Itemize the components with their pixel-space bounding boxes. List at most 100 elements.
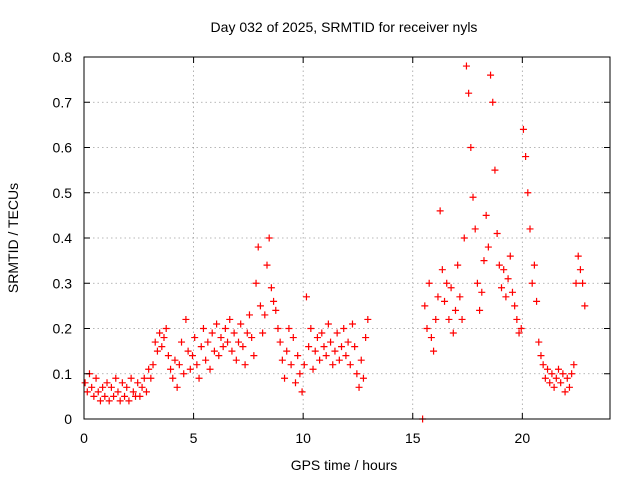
data-point bbox=[533, 297, 541, 305]
data-point bbox=[278, 356, 286, 364]
data-point bbox=[252, 279, 260, 287]
data-point bbox=[178, 338, 186, 346]
data-point bbox=[215, 352, 223, 360]
data-point bbox=[147, 374, 155, 382]
y-tick-label: 0.5 bbox=[53, 185, 73, 201]
data-point bbox=[364, 315, 372, 323]
data-point bbox=[235, 338, 243, 346]
data-point bbox=[250, 352, 258, 360]
data-point bbox=[441, 297, 449, 305]
data-point bbox=[298, 388, 306, 396]
y-tick-label: 0 bbox=[64, 411, 72, 427]
data-point bbox=[291, 379, 299, 387]
data-point bbox=[134, 379, 142, 387]
x-tick-label: 20 bbox=[515, 430, 531, 446]
data-point bbox=[90, 392, 98, 400]
data-point bbox=[462, 62, 470, 70]
data-point bbox=[171, 356, 179, 364]
data-point bbox=[83, 388, 91, 396]
data-point bbox=[476, 306, 484, 314]
data-point bbox=[182, 315, 190, 323]
data-point bbox=[213, 320, 221, 328]
data-point bbox=[202, 356, 210, 364]
data-point bbox=[162, 325, 170, 332]
data-point bbox=[539, 361, 547, 369]
data-point bbox=[495, 261, 503, 269]
data-point bbox=[125, 397, 133, 405]
data-point bbox=[274, 325, 282, 332]
data-point bbox=[489, 98, 497, 106]
data-point bbox=[513, 315, 521, 323]
data-point bbox=[116, 397, 124, 405]
data-point bbox=[254, 243, 262, 251]
data-point bbox=[340, 325, 348, 332]
data-point bbox=[241, 361, 249, 369]
y-tick-label: 0.6 bbox=[53, 140, 73, 156]
data-point bbox=[237, 320, 245, 328]
data-point bbox=[568, 370, 576, 378]
data-point bbox=[195, 374, 203, 382]
data-point bbox=[357, 356, 365, 364]
data-point bbox=[554, 365, 562, 373]
data-point bbox=[158, 343, 166, 351]
data-point bbox=[515, 329, 523, 337]
data-point bbox=[359, 374, 367, 382]
data-point bbox=[129, 388, 137, 396]
data-point bbox=[305, 343, 313, 351]
data-point bbox=[500, 266, 508, 274]
data-point bbox=[136, 392, 144, 400]
data-point bbox=[557, 379, 565, 387]
data-point bbox=[219, 343, 227, 351]
data-point bbox=[329, 361, 337, 369]
data-point bbox=[498, 284, 506, 292]
data-point bbox=[186, 365, 194, 373]
data-point bbox=[561, 388, 569, 396]
data-point bbox=[460, 234, 468, 242]
data-point bbox=[458, 315, 466, 323]
data-point bbox=[180, 370, 188, 378]
x-tick-label: 15 bbox=[405, 430, 421, 446]
data-point bbox=[164, 352, 172, 360]
data-point bbox=[552, 374, 560, 382]
x-tick-label: 5 bbox=[190, 430, 198, 446]
data-point bbox=[427, 334, 435, 342]
data-point bbox=[88, 383, 96, 391]
data-point bbox=[112, 374, 120, 382]
data-point bbox=[204, 338, 212, 346]
data-point bbox=[519, 125, 527, 133]
data-point bbox=[96, 397, 104, 405]
data-point bbox=[311, 347, 319, 355]
data-point bbox=[511, 302, 519, 310]
data-point bbox=[261, 311, 269, 319]
data-point bbox=[559, 370, 567, 378]
data-point bbox=[217, 334, 225, 342]
data-point bbox=[546, 379, 554, 387]
data-point bbox=[482, 211, 490, 219]
data-point bbox=[548, 370, 556, 378]
data-point bbox=[318, 329, 326, 337]
data-point bbox=[281, 374, 289, 382]
data-point bbox=[107, 383, 115, 391]
data-point bbox=[331, 347, 339, 355]
data-point bbox=[224, 338, 232, 346]
data-point bbox=[232, 356, 240, 364]
data-point bbox=[239, 343, 247, 351]
data-point bbox=[351, 343, 359, 351]
data-point bbox=[92, 374, 100, 382]
data-point bbox=[362, 334, 370, 342]
data-point bbox=[504, 275, 512, 283]
data-point bbox=[528, 279, 536, 287]
data-point bbox=[243, 329, 251, 337]
data-point bbox=[138, 383, 146, 391]
data-point bbox=[487, 71, 495, 79]
data-point bbox=[296, 370, 304, 378]
data-point bbox=[447, 284, 455, 292]
data-point bbox=[471, 225, 479, 233]
axis-ticks bbox=[83, 56, 610, 420]
data-point bbox=[338, 343, 346, 351]
y-tick-label: 0.1 bbox=[53, 366, 73, 382]
data-point bbox=[167, 365, 175, 373]
data-point bbox=[484, 243, 492, 251]
data-point bbox=[145, 365, 153, 373]
